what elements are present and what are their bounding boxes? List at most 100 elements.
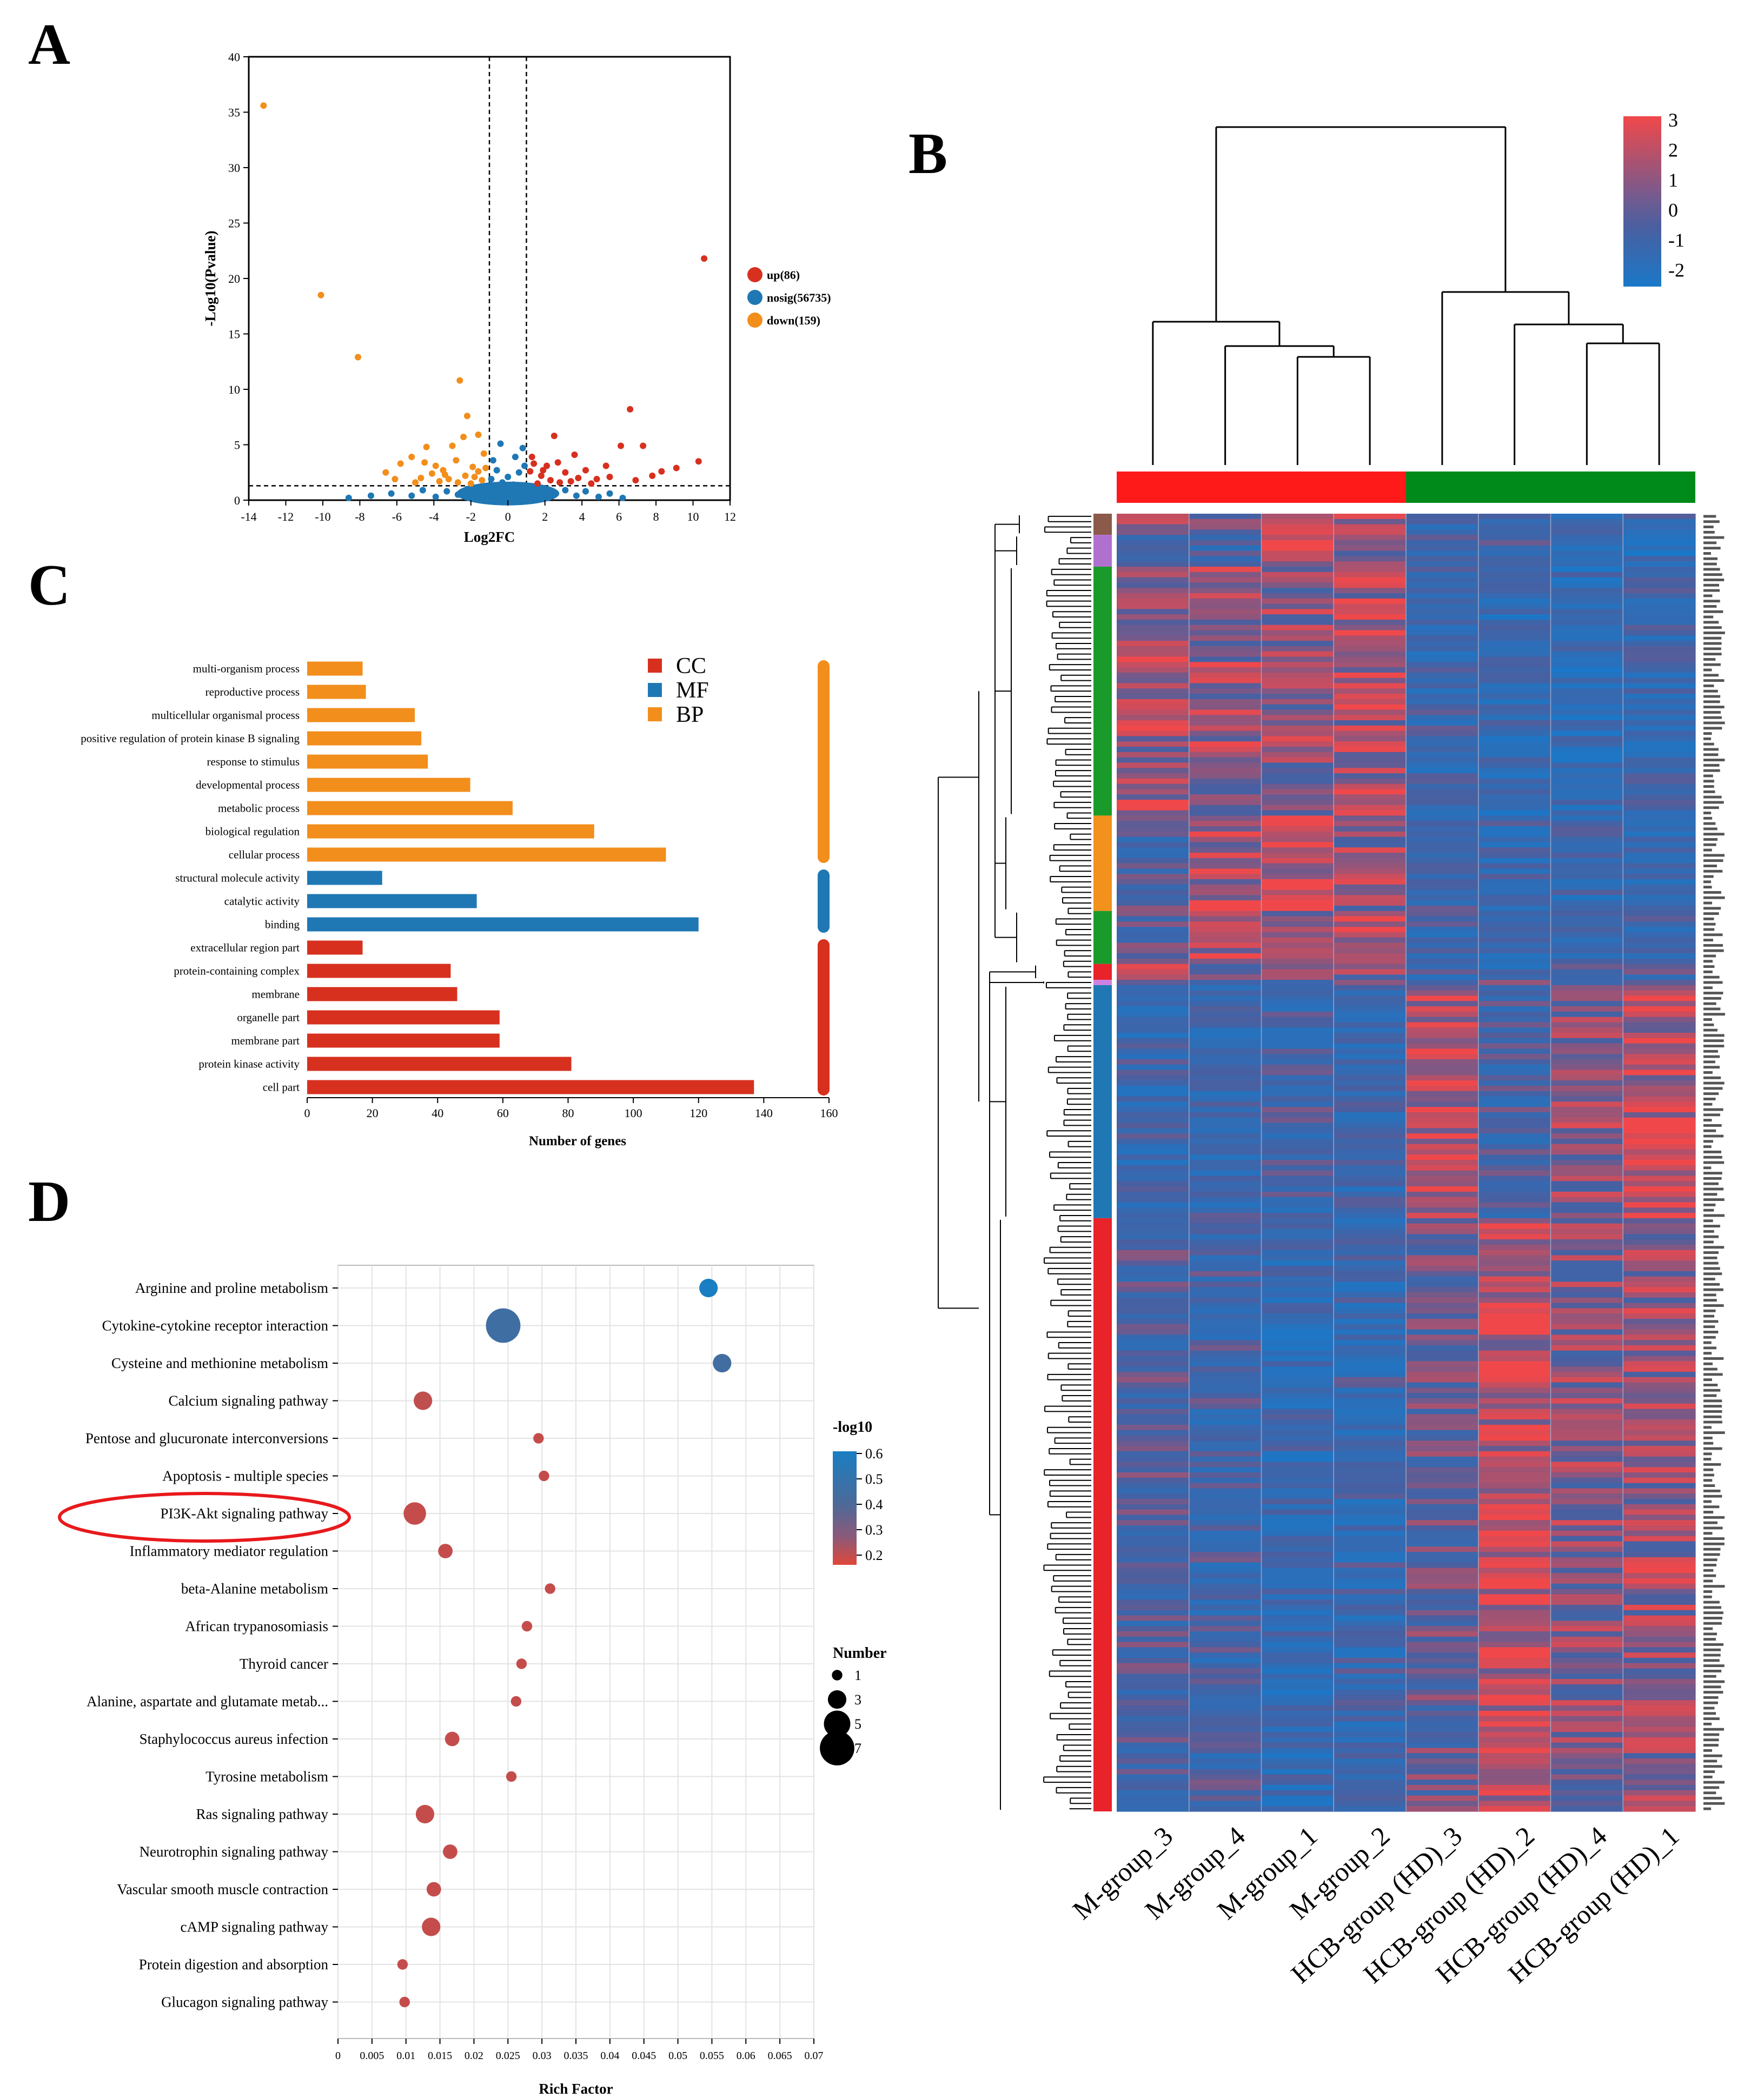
heatmap-cell [1478, 588, 1551, 594]
heatmap-cell [1406, 1329, 1479, 1335]
gene-label-mark [1703, 1781, 1725, 1784]
heatmap-cell [1406, 1504, 1479, 1510]
gene-label-mark [1703, 753, 1719, 756]
heatmap-cell [1623, 1154, 1696, 1160]
heatmap-cell [1623, 1679, 1696, 1685]
heatmap-cell [1189, 1123, 1262, 1128]
heatmap-cell [1478, 1324, 1551, 1330]
heatmap-cell [1261, 1101, 1334, 1107]
heatmap-cell [1117, 1679, 1190, 1685]
heatmap-cell [1261, 1562, 1334, 1568]
gene-label-mark [1703, 1516, 1725, 1519]
heatmap-cell [1623, 535, 1696, 541]
go-bar [307, 685, 366, 699]
heatmap-cell [1478, 858, 1551, 864]
heatmap-cell [1623, 603, 1696, 609]
heatmap-cell [1189, 1197, 1262, 1203]
heatmap-cell [1406, 688, 1479, 694]
heatmap-cell [1189, 725, 1262, 732]
legend-marker-nosig [747, 290, 762, 305]
heatmap-cell [1623, 1276, 1696, 1283]
pathway-bubble [713, 1353, 732, 1373]
heatmap-cell [1406, 1387, 1479, 1393]
heatmap-cell [1189, 789, 1262, 795]
heatmap-cell [1117, 752, 1190, 758]
heatmap-cell [1117, 1430, 1190, 1436]
gene-label-mark [1703, 1611, 1723, 1615]
heatmap-cell [1623, 810, 1696, 816]
gene-label-mark [1703, 1283, 1720, 1286]
heatmap-cell [1189, 1615, 1262, 1621]
volcano-point-up [543, 462, 551, 469]
heatmap-cell [1550, 1202, 1623, 1208]
heatmap-cell [1334, 1700, 1407, 1706]
colorbar-tick-label: -1 [1668, 229, 1685, 251]
heatmap-cell [1334, 1668, 1407, 1674]
heatmap-cell [1261, 688, 1334, 694]
heatmap-cell [1117, 678, 1190, 684]
heatmap-cell [1189, 1573, 1262, 1579]
heatmap-cell [1550, 1568, 1623, 1574]
heatmap-cell [1478, 1573, 1551, 1579]
heatmap-cell [1406, 598, 1479, 605]
heatmap-cell [1189, 1737, 1262, 1743]
heatmap-cell [1406, 619, 1479, 626]
heatmap-cell [1334, 1657, 1407, 1664]
heatmap-cell [1550, 942, 1623, 948]
heatmap-cell [1117, 1462, 1190, 1468]
heatmap-cell [1478, 1785, 1551, 1791]
heatmap-cell [1623, 1716, 1696, 1722]
heatmap-cell [1189, 778, 1262, 785]
heatmap-cell [1261, 895, 1334, 901]
heatmap-cell [1623, 1213, 1696, 1219]
heatmap-cell [1334, 1652, 1407, 1658]
heatmap-cell [1550, 577, 1623, 583]
heatmap-cell [1261, 1583, 1334, 1590]
heatmap-cell [1189, 757, 1262, 763]
heatmap-cell [1550, 1229, 1623, 1234]
heatmap-cell [1550, 1700, 1623, 1706]
go-bar [307, 964, 451, 978]
heatmap-cell [1550, 868, 1623, 874]
heatmap-cell [1550, 1250, 1623, 1256]
heatmap-cell [1261, 1615, 1334, 1621]
heatmap-cell [1117, 1467, 1190, 1473]
heatmap-cell [1189, 603, 1262, 609]
go-bar [307, 1010, 500, 1025]
gene-label-mark [1703, 1098, 1716, 1100]
heatmap-cell [1406, 1170, 1479, 1177]
volcano-point-down [417, 475, 425, 481]
volcano-point-down [453, 457, 460, 464]
bubble-x-tick-label: 0.065 [768, 2050, 792, 2062]
volcano-point-up [562, 469, 569, 476]
heatmap-cell [1623, 524, 1696, 530]
heatmap-cell [1623, 635, 1696, 641]
volcano-point-nosig [619, 494, 626, 501]
heatmap-cell [1623, 688, 1696, 694]
volcano-point-nosig [540, 486, 547, 493]
heatmap-cell [1117, 1504, 1190, 1510]
legend-label-down: down(159) [767, 314, 820, 327]
heatmap-cell [1623, 1758, 1696, 1764]
heatmap-cell [1261, 826, 1334, 832]
heatmap-cell [1261, 1313, 1334, 1319]
heatmap-cell [1261, 1657, 1334, 1664]
heatmap-cell [1478, 593, 1551, 599]
heatmap-cell [1406, 678, 1479, 684]
volcano-point-nosig [551, 491, 558, 498]
heatmap-cell [1406, 1128, 1479, 1134]
go-bar [307, 847, 666, 862]
heatmap-cell [1261, 1059, 1334, 1065]
heatmap-cell [1550, 1038, 1623, 1044]
heatmap-cell [1550, 1488, 1623, 1494]
heatmap-cell [1623, 1371, 1696, 1378]
heatmap-cell [1406, 762, 1479, 768]
heatmap-cell [1623, 1615, 1696, 1621]
legend-marker-up [747, 267, 762, 282]
heatmap-cell [1117, 1282, 1190, 1287]
heatmap-cell [1406, 964, 1479, 970]
go-x-tick-label: 140 [755, 1106, 773, 1120]
heatmap-cell [1334, 1335, 1407, 1340]
heatmap-cell [1189, 1059, 1262, 1065]
heatmap-cell [1478, 1748, 1551, 1754]
